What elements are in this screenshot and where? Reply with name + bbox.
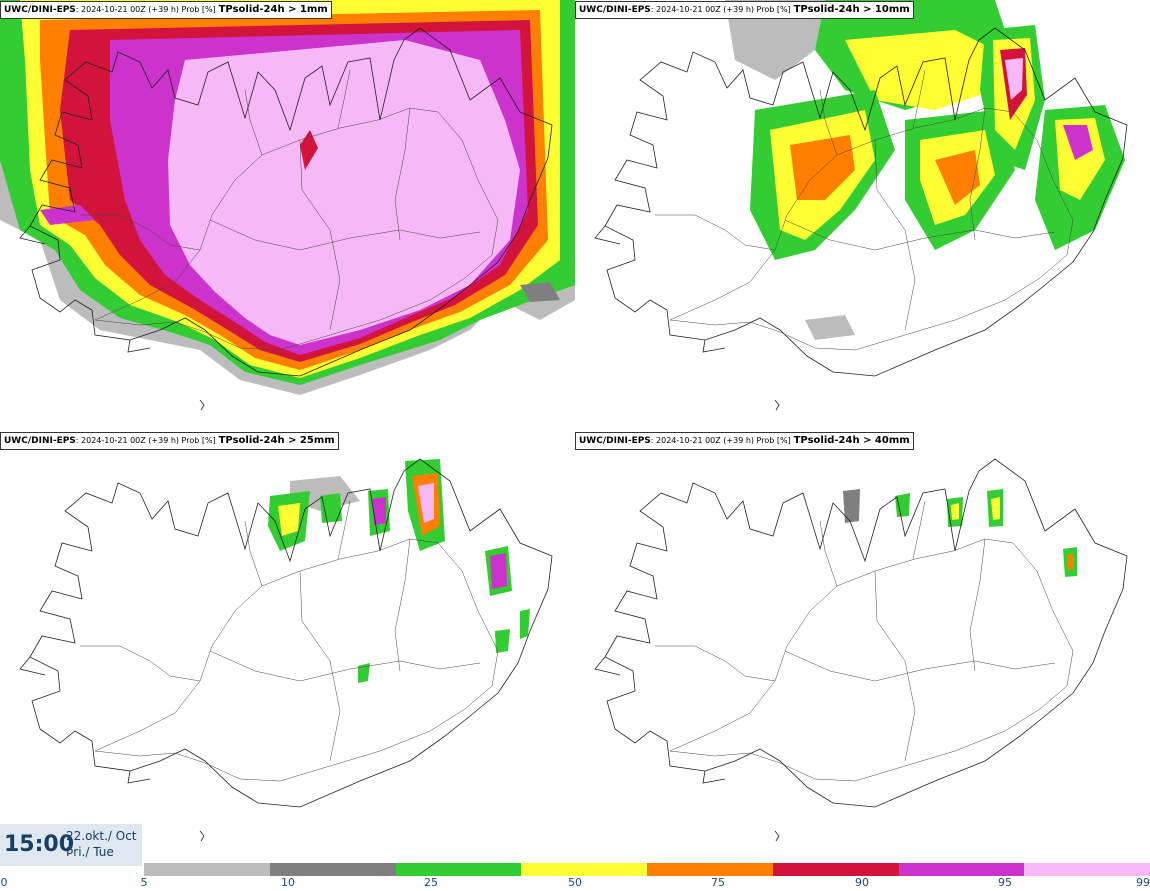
variable-label: TPsolid-24h > 10mm [793,4,910,15]
probability-map-40mm [575,431,1150,861]
run-info: : 2024-10-21 00Z (+39 h) Prob [%] [75,5,216,14]
variable-label: TPsolid-24h > 1mm [218,4,328,15]
map-panel-40mm: UWC/DINI-EPS: 2024-10-21 00Z (+39 h) Pro… [575,431,1150,861]
colorbar-segment-4 [647,863,773,876]
model-name: UWC/DINI-EPS [4,436,76,446]
valid-time: 15:00 [4,832,75,857]
map-panel-10mm: UWC/DINI-EPS: 2024-10-21 00Z (+39 h) Pro… [575,0,1150,430]
model-name: UWC/DINI-EPS [579,5,651,15]
colorbar-tick-label: 50 [568,876,582,889]
panel-title: UWC/DINI-EPS: 2024-10-21 00Z (+39 h) Pro… [0,432,339,450]
colorbar-tick-label: 0 [0,876,8,889]
run-info: : 2024-10-21 00Z (+39 h) Prob [%] [650,5,791,14]
colorbar-segment-6 [898,863,1025,876]
probability-map-25mm [0,431,575,861]
probability-map-1mm [0,0,575,430]
colorbar-tick-label: 10 [281,876,295,889]
colorbar-segment-0 [144,863,270,876]
probability-map-10mm [575,0,1150,430]
colorbar-tick-label: 25 [424,876,438,889]
map-panel-1mm: UWC/DINI-EPS: 2024-10-21 00Z (+39 h) Pro… [0,0,575,430]
colorbar-tick-label: 99 [1136,876,1150,889]
colorbar-tick-label: 95 [998,876,1012,889]
colorbar-tick-label: 90 [855,876,869,889]
run-info: : 2024-10-21 00Z (+39 h) Prob [%] [75,436,216,445]
valid-date: 22.okt./ Oct [66,829,137,843]
model-name: UWC/DINI-EPS [4,5,76,15]
colorbar-segment-3 [521,863,647,876]
panel-title: UWC/DINI-EPS: 2024-10-21 00Z (+39 h) Pro… [0,1,332,19]
probability-colorbar [144,863,1150,876]
variable-label: TPsolid-24h > 25mm [218,435,335,446]
panel-title: UWC/DINI-EPS: 2024-10-21 00Z (+39 h) Pro… [575,1,914,19]
colorbar-segment-7 [1024,863,1150,876]
model-name: UWC/DINI-EPS [579,436,651,446]
map-panel-25mm: UWC/DINI-EPS: 2024-10-21 00Z (+39 h) Pro… [0,431,575,861]
colorbar-segment-1 [269,863,396,876]
valid-time-box: 15:00 22.okt./ Oct Þri./ Tue [0,824,142,866]
run-info: : 2024-10-21 00Z (+39 h) Prob [%] [650,436,791,445]
colorbar-segment-5 [772,863,899,876]
colorbar-tick-label: 5 [140,876,148,889]
panel-title: UWC/DINI-EPS: 2024-10-21 00Z (+39 h) Pro… [575,432,914,450]
valid-weekday: Þri./ Tue [66,845,114,859]
variable-label: TPsolid-24h > 40mm [793,435,910,446]
colorbar-segment-2 [395,863,522,876]
colorbar-tick-label: 75 [711,876,725,889]
